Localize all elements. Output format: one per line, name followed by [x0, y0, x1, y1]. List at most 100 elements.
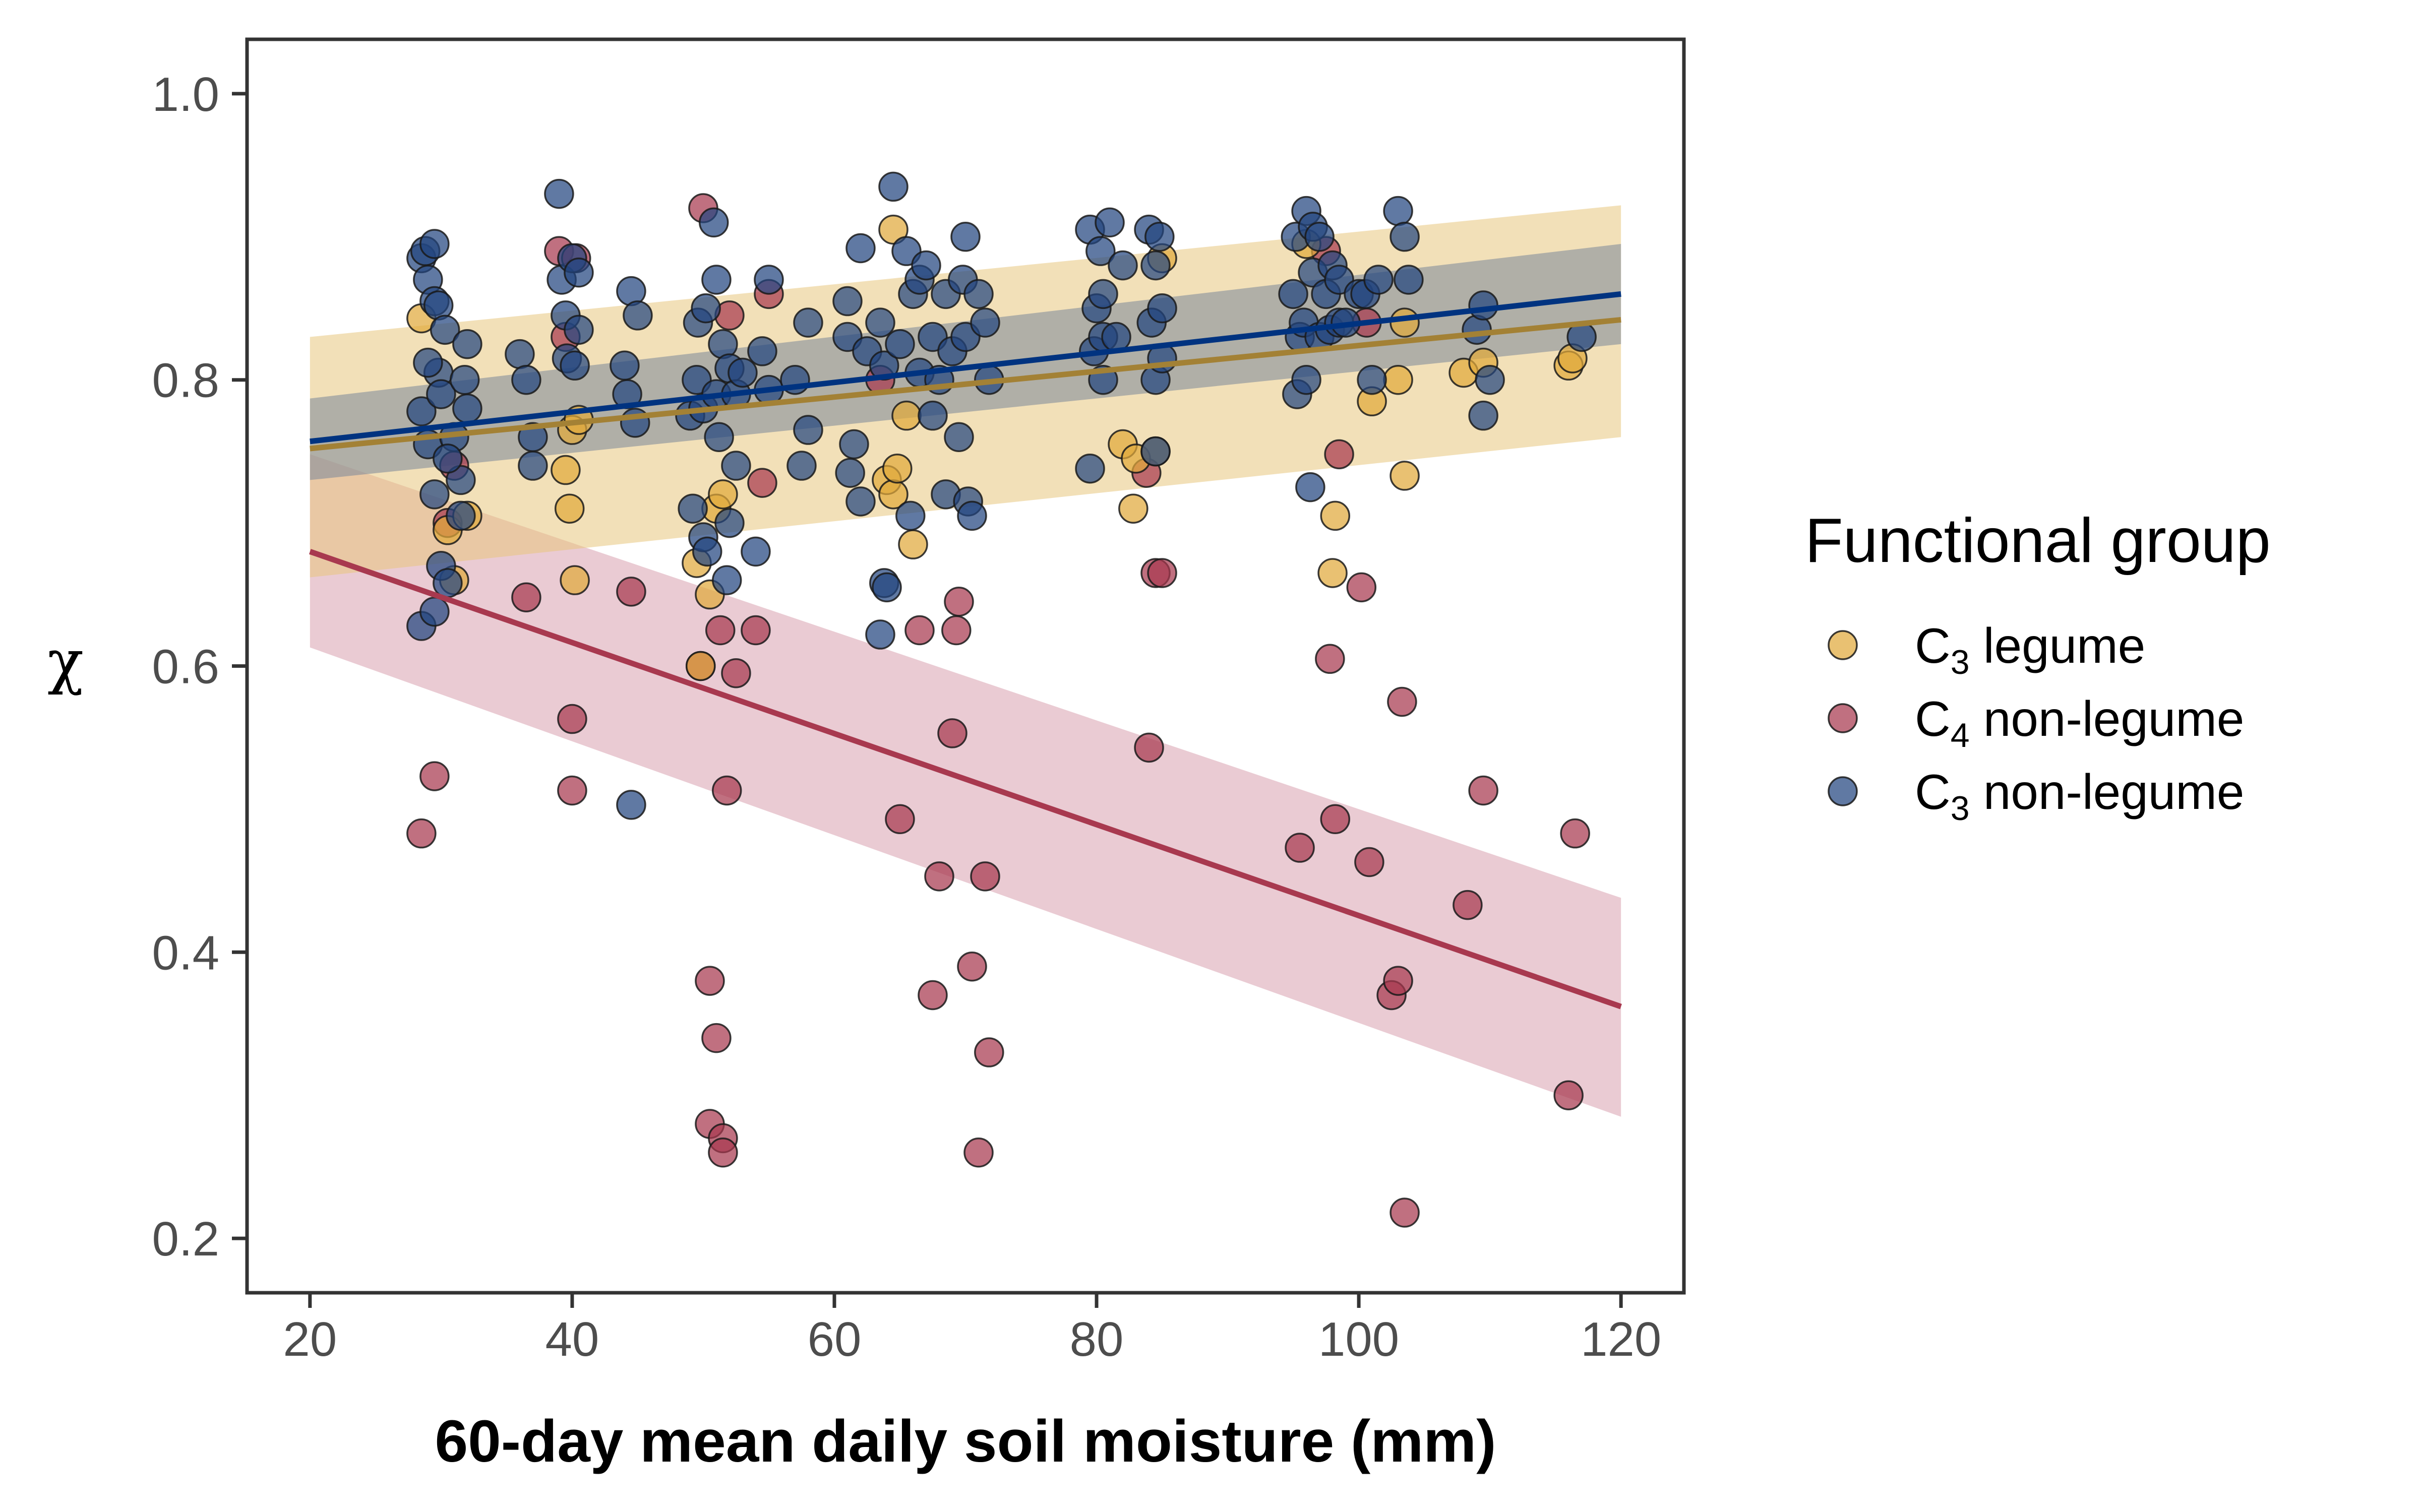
- point-c3_nonlegume: [1475, 364, 1505, 395]
- legend-entries: C3 legume C4 non-legume C3 non-legume: [1828, 618, 2244, 828]
- point-c3_nonlegume: [446, 465, 476, 495]
- x-axis: 20 40 60 80 100 120: [283, 1293, 1661, 1366]
- point-c3_nonlegume: [957, 500, 987, 531]
- point-c3_nonlegume: [610, 350, 640, 381]
- point-c3_nonlegume: [1383, 196, 1413, 226]
- point-c3_legume: [1118, 493, 1148, 524]
- point-c3_nonlegume: [518, 451, 548, 481]
- point-c3_nonlegume: [1357, 364, 1387, 395]
- point-c4_nonlegume: [1134, 732, 1164, 763]
- point-c3_nonlegume: [869, 350, 899, 381]
- point-c3_legume: [1389, 307, 1420, 338]
- point-c3_nonlegume: [950, 222, 981, 252]
- point-c3_nonlegume: [560, 350, 590, 381]
- point-c3_nonlegume: [1468, 290, 1498, 321]
- point-c3_nonlegume: [1468, 400, 1498, 431]
- legend-key-c3_legume: [1828, 630, 1858, 660]
- point-c3_nonlegume: [544, 178, 574, 209]
- point-c3_nonlegume: [692, 536, 722, 567]
- point-c3_nonlegume: [786, 451, 817, 481]
- point-c4_nonlegume: [1387, 686, 1417, 717]
- point-c3_nonlegume: [839, 429, 869, 460]
- point-c3_nonlegume: [505, 339, 535, 369]
- point-c4_nonlegume: [701, 1023, 732, 1053]
- data-points: [406, 171, 1597, 1228]
- point-c3_nonlegume: [845, 486, 876, 517]
- y-tick-label: 1.0: [152, 68, 219, 121]
- point-c4_nonlegume: [1315, 644, 1345, 674]
- point-c3_nonlegume: [918, 400, 948, 431]
- point-c4_nonlegume: [1285, 833, 1315, 863]
- legend-key-c4_nonlegume: [1828, 703, 1858, 733]
- point-c4_nonlegume: [904, 615, 935, 646]
- point-c3_legume: [1389, 461, 1420, 491]
- point-c4_nonlegume: [406, 818, 437, 849]
- point-c3_nonlegume: [430, 314, 460, 345]
- point-c4_nonlegume: [970, 861, 1000, 892]
- y-tick-label: 0.8: [152, 354, 219, 408]
- point-c4_nonlegume: [616, 577, 646, 607]
- legend-label-c4_nonlegume: C4 non-legume: [1915, 691, 2244, 754]
- fit-line-c3_legume: [310, 317, 1621, 452]
- point-c3_nonlegume: [1140, 436, 1171, 467]
- point-c3_nonlegume: [944, 422, 974, 453]
- point-c4_nonlegume: [708, 1138, 738, 1168]
- point-c3_nonlegume: [623, 300, 653, 331]
- point-c3_legume: [1383, 364, 1413, 395]
- point-c3_legume: [708, 479, 738, 510]
- point-c3_nonlegume: [698, 207, 729, 238]
- point-c3_nonlegume: [1394, 265, 1424, 295]
- point-c4_nonlegume: [721, 658, 751, 688]
- point-c3_nonlegume: [1085, 236, 1116, 266]
- point-c4_nonlegume: [1389, 1198, 1420, 1228]
- x-tick-label: 40: [545, 1312, 599, 1366]
- x-tick-label: 60: [808, 1312, 862, 1366]
- y-tick-label: 0.6: [152, 640, 219, 694]
- y-axis-title: χ: [47, 627, 84, 697]
- point-c3_legume: [560, 565, 590, 595]
- point-c3_nonlegume: [793, 307, 823, 338]
- point-c3_nonlegume: [433, 568, 463, 598]
- point-c3_nonlegume: [419, 229, 450, 259]
- fit-line-c3_nonlegume: [310, 291, 1621, 445]
- point-c4_nonlegume: [1147, 558, 1177, 588]
- point-c4_nonlegume: [1320, 804, 1351, 835]
- point-c3_nonlegume: [1075, 453, 1105, 484]
- point-c3_nonlegume: [701, 265, 732, 295]
- point-c3_nonlegume: [406, 396, 437, 426]
- point-c3_legume: [891, 400, 922, 431]
- point-c4_nonlegume: [711, 775, 742, 806]
- point-c3_legume: [554, 493, 585, 524]
- point-c3_nonlegume: [845, 233, 876, 264]
- point-c4_nonlegume: [963, 1138, 994, 1168]
- regression-lines: [309, 291, 1622, 1010]
- point-c4_nonlegume: [944, 586, 974, 617]
- point-c3_nonlegume: [1140, 250, 1171, 281]
- point-c3_nonlegume: [895, 500, 926, 531]
- point-c3_nonlegume: [711, 565, 742, 595]
- point-c4_nonlegume: [1354, 847, 1384, 877]
- point-c3_nonlegume: [1095, 207, 1125, 238]
- point-c3_legume: [1317, 558, 1348, 588]
- point-c3_nonlegume: [452, 329, 482, 359]
- point-c3_nonlegume: [413, 347, 443, 378]
- point-c3_nonlegume: [793, 415, 823, 445]
- point-c4_nonlegume: [974, 1037, 1004, 1067]
- y-axis: 0.2 0.4 0.6 0.8 1.0: [152, 68, 247, 1266]
- point-c3_legume: [898, 529, 928, 559]
- point-c3_nonlegume: [678, 493, 708, 524]
- legend-key-c3_nonlegume: [1828, 776, 1858, 806]
- point-c3_legume: [882, 453, 913, 484]
- x-tick-label: 20: [283, 1312, 337, 1366]
- point-c3_nonlegume: [865, 619, 895, 650]
- legend-label-c3_nonlegume: C3 non-legume: [1915, 764, 2244, 828]
- x-tick-label: 80: [1070, 1312, 1124, 1366]
- point-c3_legume: [878, 214, 909, 245]
- point-c4_nonlegume: [419, 761, 450, 791]
- point-c3_nonlegume: [878, 171, 909, 202]
- point-c4_nonlegume: [885, 804, 915, 835]
- point-c3_legume: [1320, 500, 1351, 531]
- legend-title: Functional group: [1805, 506, 2271, 576]
- point-c3_legume: [551, 455, 581, 485]
